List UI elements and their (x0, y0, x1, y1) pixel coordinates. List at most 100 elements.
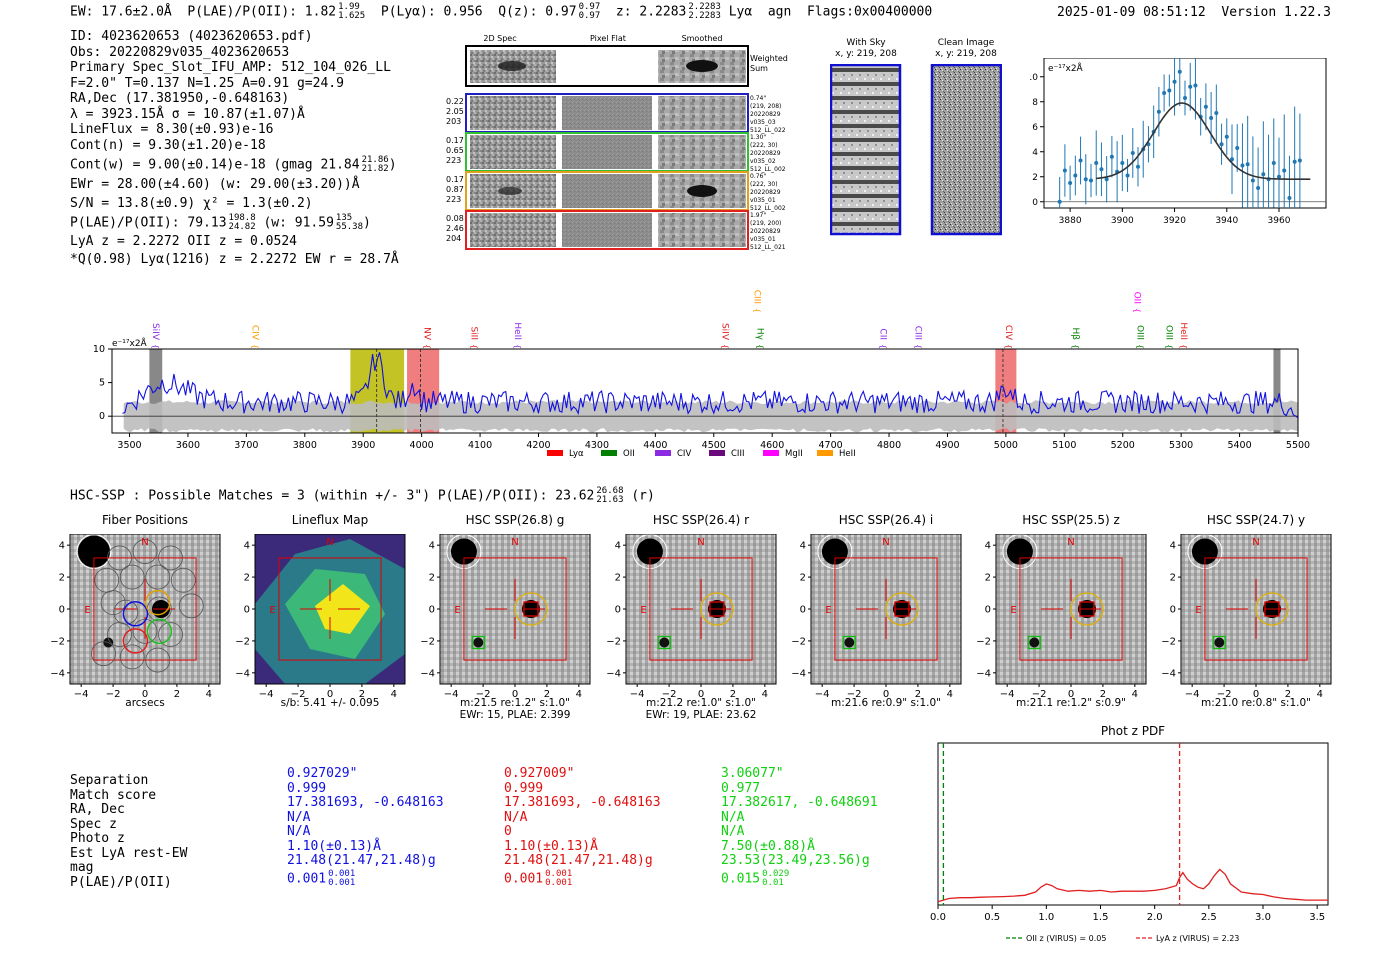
x-tick-label: 1.5 (1093, 912, 1109, 923)
agn-label: agn (767, 4, 792, 20)
neighbor-marker (1212, 635, 1226, 650)
spectral-line-label: CIV (1003, 325, 1013, 341)
info-plae-w-hi: 135 (335, 213, 353, 223)
cutout-left-stat: 204 (446, 234, 461, 243)
cutout-left-stat: 0.08 (446, 214, 464, 223)
qz-range: 0.97 0.97 (579, 3, 601, 21)
flags-value: Flags:0x00400000 (806, 4, 933, 20)
gaussian-fit (1096, 102, 1311, 180)
with-sky-title: With Sky x, y: 219, 208 (826, 38, 906, 60)
data-point (1125, 173, 1130, 178)
x-tick-label: 4000 (410, 440, 434, 451)
match-value: N/A (504, 809, 528, 825)
x-tick-label: 1.0 (1038, 912, 1054, 923)
data-point (1062, 168, 1067, 173)
x-tick-label: −4 (1185, 689, 1200, 700)
legend-label: OII (623, 449, 635, 459)
search-box (1019, 557, 1123, 661)
spectral-line-label: OII (1131, 292, 1141, 304)
search-box (834, 557, 938, 661)
line-fit-content: 3880 3900 3920 3940 3960 0 2 4 6 8 10 (1030, 58, 1326, 226)
hsc-panel: N E −4 −4 −2 −2 0 0 2 2 4 4 (606, 534, 777, 700)
photz-frame (937, 742, 1329, 906)
data-point (1136, 164, 1140, 169)
data-point (1256, 186, 1261, 190)
x-tick-label: 4700 (819, 440, 843, 451)
cutout-right-stat: (222, 30) (750, 181, 778, 188)
hsc-summary-text: HSC-SSP : Possible Matches = 3 (within +… (70, 488, 595, 504)
data-point (1277, 174, 1281, 179)
cutout-2d (470, 96, 556, 130)
spectrum-frame (111, 348, 1299, 434)
neighbor-marker (657, 635, 671, 650)
match-plae-range: 0.001 0.001 (545, 868, 573, 888)
x-tick-label: 2 (174, 689, 180, 700)
cutout-flat (562, 96, 652, 130)
data-point (1109, 154, 1114, 159)
z-hi: 2.2283 (688, 2, 721, 12)
spectral-line-brace: { (1004, 344, 1013, 349)
cutout-right-stat: 20220829 (750, 111, 781, 118)
east-label: E (1010, 605, 1016, 616)
x-tick-label: −2 (1032, 689, 1047, 700)
match-plae-hi: 0.001 (545, 868, 573, 879)
z-value: z: 2.2283 (615, 4, 687, 20)
east-label: E (640, 605, 646, 616)
fiber-circle (132, 539, 158, 564)
data-point (1230, 157, 1234, 162)
y-tick-label: 5 (99, 378, 105, 389)
x-tick-label: 2 (544, 689, 550, 700)
info-radec: RA,Dec (17.381950,-0.648163) (70, 91, 290, 106)
data-point (1177, 69, 1182, 74)
line-fit-unit: e⁻¹⁷x2Å (1048, 62, 1084, 74)
x-tick-label: −2 (476, 689, 491, 700)
y-tick-label: 0 (800, 605, 806, 616)
cutout-left-stat: 2.46 (446, 224, 464, 233)
x-tick-label: 5300 (1169, 440, 1193, 451)
x-tick-label: 3900 (1111, 216, 1134, 226)
data-point (1297, 158, 1302, 163)
spectral-line-brace: { (513, 344, 522, 349)
x-tick-label: 2 (730, 689, 736, 700)
info-id: ID: 4023620653 (4023620653.pdf) (70, 29, 313, 44)
match-plae-lo: 0.001 (545, 877, 573, 888)
cutout-right-stat: 512_LL_021 (750, 244, 786, 251)
east-label: E (454, 605, 460, 616)
hsc-summary-band: (r) (631, 488, 655, 504)
x-tick-label: −2 (291, 689, 306, 700)
match-value: 21.48(21.47,21.48)g (504, 853, 653, 868)
spectral-line-label: CIII (912, 326, 922, 340)
search-box (93, 557, 197, 661)
cutout-left-stat: 2.05 (446, 107, 464, 116)
hsc-panel-title: HSC SSP(26.8) g (465, 513, 565, 527)
info-qline: *Q(0.98) Lyα(1216) z = 2.2272 EW r = 28.… (70, 251, 399, 267)
neighbor-source (659, 637, 670, 648)
x-tick-label: 3960 (1268, 216, 1291, 226)
match-plae-range: 0.001 0.001 (328, 869, 355, 888)
match-marker (1264, 601, 1280, 617)
x-tick-label: 0.5 (984, 912, 1000, 923)
y-tick-label: −4 (50, 668, 65, 679)
spectral-line-label: HeII (512, 322, 522, 340)
x-tick-label: −2 (1217, 689, 1232, 700)
legend-swatch (817, 450, 833, 456)
y-tick-label: 2 (244, 573, 250, 584)
legend-label: CIV (677, 449, 691, 459)
weighted-label-1: Weighted (750, 54, 788, 63)
match-label: RA, Dec (70, 802, 125, 817)
hsc-panel-title: HSC SSP(24.7) y (1206, 513, 1306, 527)
fiber-green (146, 618, 173, 645)
y-tick-label: 0 (985, 605, 991, 616)
match-marker (894, 601, 910, 617)
y-tick-label: −4 (606, 668, 621, 679)
data-point (1271, 161, 1276, 165)
x-tick-label: 5200 (1111, 440, 1135, 451)
y-tick-label: −2 (606, 636, 621, 647)
match-value: 17.381693, -0.648163 (287, 795, 444, 810)
fiber-blue (122, 601, 149, 627)
x-tick-label: 2.5 (1201, 912, 1217, 923)
data-point (1287, 196, 1292, 200)
legend-label: HeII (839, 449, 856, 459)
neighbor-marker (1027, 635, 1041, 650)
hsc-panel-title: Fiber Positions (101, 513, 189, 527)
